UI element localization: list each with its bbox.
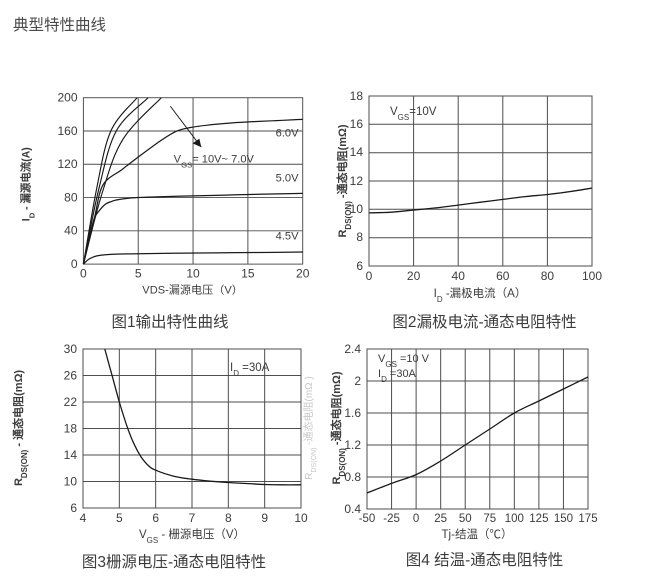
- svg-text:125: 125: [529, 513, 548, 525]
- svg-text:14: 14: [350, 145, 364, 159]
- svg-text:-25: -25: [383, 513, 400, 525]
- svg-text:4.5V: 4.5V: [276, 230, 299, 242]
- svg-text:8: 8: [356, 230, 363, 244]
- svg-text:20: 20: [296, 267, 310, 281]
- svg-text:80: 80: [64, 190, 78, 204]
- svg-text:8: 8: [225, 511, 232, 525]
- svg-text:20: 20: [407, 269, 421, 283]
- svg-text:6.0V: 6.0V: [276, 128, 299, 140]
- svg-text:9: 9: [261, 511, 268, 525]
- svg-text:0: 0: [80, 267, 87, 281]
- svg-text:160: 160: [57, 124, 77, 138]
- svg-text:1.6: 1.6: [344, 406, 361, 420]
- svg-text:ID - 漏源电流(A): ID - 漏源电流(A): [19, 147, 36, 221]
- svg-text:0: 0: [366, 269, 373, 283]
- svg-text:18: 18: [350, 89, 364, 103]
- svg-text:0.8: 0.8: [344, 470, 361, 484]
- svg-text:16: 16: [350, 117, 364, 131]
- svg-text:6: 6: [70, 501, 77, 515]
- svg-text:22: 22: [64, 395, 78, 409]
- svg-text:10: 10: [64, 475, 78, 489]
- svg-text:18: 18: [64, 422, 78, 436]
- svg-text:200: 200: [57, 91, 77, 105]
- svg-text:40: 40: [452, 269, 466, 283]
- svg-text:-50: -50: [359, 513, 376, 525]
- svg-text:Tj-结温（℃）: Tj-结温（℃）: [442, 527, 513, 541]
- svg-text:25: 25: [434, 513, 447, 525]
- svg-text:5.0V: 5.0V: [276, 172, 299, 184]
- svg-text:12: 12: [350, 174, 364, 188]
- svg-text:10: 10: [186, 267, 200, 281]
- svg-text:175: 175: [578, 513, 597, 525]
- svg-text:15: 15: [241, 267, 255, 281]
- svg-text:5: 5: [135, 267, 142, 281]
- svg-text:6: 6: [356, 259, 363, 273]
- svg-text:40: 40: [64, 224, 78, 238]
- svg-text:RDS(ON) - 通态电阻(mΩ): RDS(ON) - 通态电阻(mΩ): [11, 370, 29, 486]
- svg-text:14: 14: [64, 448, 78, 462]
- svg-text:100: 100: [582, 269, 602, 283]
- svg-text:100: 100: [505, 513, 524, 525]
- svg-text:7: 7: [189, 511, 196, 525]
- svg-text:60: 60: [496, 269, 510, 283]
- svg-text:RDS(ON) -通态电阻(mΩ): RDS(ON) -通态电阻(mΩ): [330, 371, 347, 484]
- svg-text:120: 120: [57, 157, 77, 171]
- svg-text:0: 0: [413, 513, 419, 525]
- svg-text:6: 6: [152, 511, 159, 525]
- svg-text:2: 2: [354, 374, 361, 388]
- svg-text:26: 26: [64, 369, 78, 383]
- svg-text:50: 50: [459, 513, 472, 525]
- svg-text:VGS - 栅源电压（V）: VGS - 栅源电压（V）: [139, 527, 245, 545]
- svg-text:10: 10: [294, 511, 308, 525]
- svg-text:VGS= 10V~ 7.0V: VGS= 10V~ 7.0V: [174, 153, 255, 168]
- svg-text:5: 5: [116, 511, 123, 525]
- svg-text:2.4: 2.4: [344, 342, 361, 356]
- svg-text:30: 30: [64, 342, 78, 356]
- svg-text:ID -漏极电流（A）: ID -漏极电流（A）: [434, 286, 527, 304]
- svg-text:RDS(ON) -通态电阻(mΩ ): RDS(ON) -通态电阻(mΩ ): [302, 376, 318, 479]
- svg-text:75: 75: [483, 513, 496, 525]
- svg-text:150: 150: [554, 513, 573, 525]
- svg-text:VDS-漏源电压（V）: VDS-漏源电压（V）: [142, 283, 243, 297]
- svg-text:VGS =10 V: VGS =10 V: [378, 353, 430, 369]
- svg-text:4: 4: [80, 511, 87, 525]
- svg-text:0: 0: [71, 257, 78, 271]
- svg-text:1.2: 1.2: [344, 438, 361, 452]
- svg-text:80: 80: [541, 269, 555, 283]
